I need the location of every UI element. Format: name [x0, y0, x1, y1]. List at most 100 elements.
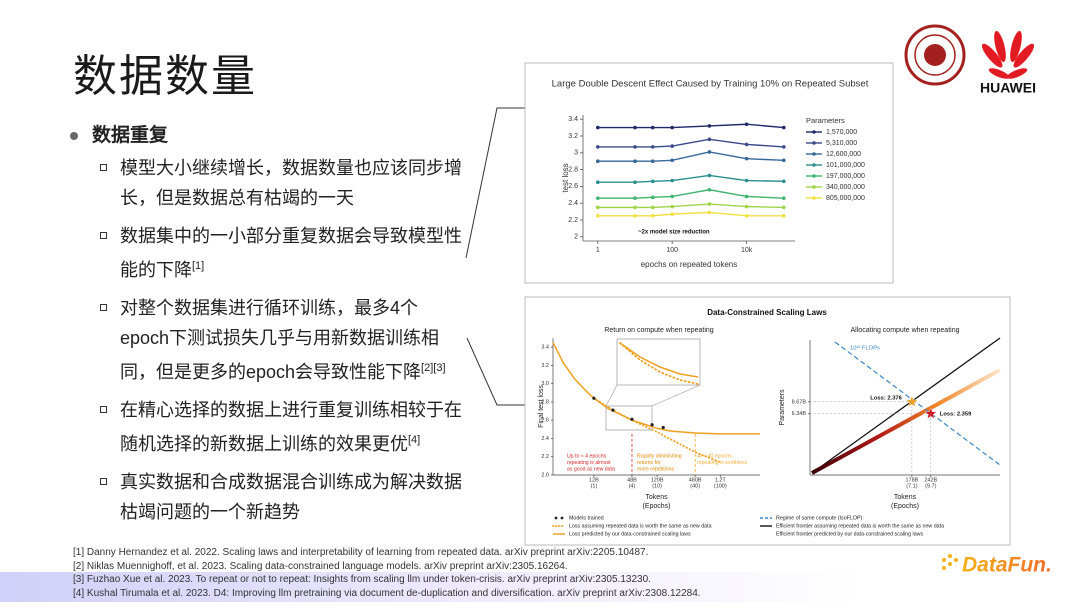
- bullet-square: [100, 406, 107, 413]
- data-point: [650, 205, 655, 210]
- slide-title: 数据数量: [73, 52, 257, 101]
- connector: [465, 107, 525, 259]
- zoom-connector: [651, 384, 701, 407]
- data-point: [670, 212, 675, 216]
- x-tick-label: 1.2T: [715, 477, 727, 483]
- legend-label: 12,600,000: [826, 151, 861, 158]
- y-axis-label: Final test loss: [538, 385, 545, 428]
- section-heading: 数据重复: [70, 120, 168, 147]
- legend-label: 1,570,000: [826, 129, 857, 136]
- isoflop-label: 10²² FLOPs: [850, 346, 880, 352]
- isoflop-line: [834, 341, 1001, 466]
- data-point: [670, 204, 675, 209]
- data-point: [611, 408, 615, 412]
- connector: [466, 337, 525, 406]
- data-point: [633, 145, 637, 149]
- x-tick-label: 242B: [924, 477, 937, 483]
- data-point: [744, 156, 749, 161]
- legend-label: Loss assuming repeated data is worth the…: [569, 523, 712, 529]
- data-point: [633, 180, 637, 184]
- legend-marker: [812, 185, 816, 189]
- references: [1] Danny Hernandez et al. 2022. Scaling…: [73, 546, 701, 600]
- data-point: [782, 125, 786, 130]
- reference: [2] Niklas Muennighoff, et al. 2023. Sca…: [73, 560, 568, 572]
- legend-label: Regime of same compute (IsoFLOP): [776, 515, 862, 521]
- data-point: [707, 210, 712, 215]
- figure-frame: [524, 62, 894, 284]
- data-point: [633, 214, 637, 218]
- data-point: [670, 144, 675, 148]
- legend-label: Efficient frontier assuming repeated dat…: [776, 523, 944, 529]
- y-axis-label: Parameters: [779, 389, 786, 426]
- data-point: [782, 179, 786, 184]
- legend-marker: [812, 152, 816, 156]
- data-point: [782, 214, 786, 218]
- data-point: [596, 205, 600, 210]
- legend-marker: [812, 130, 816, 134]
- bullet-item: 数据集中的一小部分重复数据会导致模型性能的下降[1]: [100, 221, 465, 285]
- x-tick-epochs: (100): [714, 483, 727, 489]
- y-tick-label: 2.2: [568, 217, 578, 224]
- x-tick-epochs: (10): [652, 483, 662, 489]
- data-point: [670, 158, 675, 163]
- figure-title: Data-Constrained Scaling Laws: [707, 308, 827, 317]
- reference: [3] Fuzhao Xue et al. 2023. To repeat or…: [73, 574, 651, 586]
- x-tick-epochs: (40): [690, 483, 700, 489]
- university-seal: [904, 24, 966, 86]
- data-point: [670, 125, 675, 130]
- legend-title: Parameters: [806, 116, 845, 125]
- heading-text: 数据重复: [92, 125, 169, 146]
- legend-marker: [554, 516, 558, 520]
- data-point: [744, 214, 749, 218]
- x-tick-label: 48B: [627, 477, 637, 483]
- x-tick-label: 1: [596, 247, 600, 254]
- frontier-gradient: [811, 368, 1001, 475]
- data-point: [782, 205, 786, 210]
- figure-title: Large Double Descent Effect Caused by Tr…: [552, 79, 869, 90]
- reference-band: [0, 572, 860, 602]
- bullet-square: [100, 478, 107, 485]
- legend-label: 101,000,000: [826, 162, 865, 169]
- data-point: [633, 196, 637, 200]
- data-point: [592, 396, 596, 400]
- x-axis-label-sub: (Epochs): [891, 503, 919, 510]
- data-point: [650, 125, 655, 130]
- data-point: [596, 180, 600, 184]
- x-tick-label: 480B: [689, 477, 702, 483]
- zoom-region: [605, 405, 653, 431]
- data-point: [596, 196, 600, 200]
- inset-curve: [619, 342, 699, 385]
- x-tick-label: 120B: [651, 477, 664, 483]
- y-tick-label: 2.4: [568, 200, 578, 207]
- x-tick-label: 178B: [905, 477, 918, 483]
- data-point: [670, 178, 675, 183]
- y-tick-label: 2: [574, 234, 578, 241]
- bullet-item: 模型大小继续增长，数据数量也应该同步增长，但是数据总有枯竭的一天: [100, 153, 465, 213]
- citation: [2][3]: [421, 362, 446, 374]
- item-text: 真实数据和合成数据混合训练成为解决数据枯竭问题的一个新趋势: [120, 472, 462, 522]
- y-tick-label: 3.2: [568, 133, 578, 140]
- legend-label: Efficient frontier predicted by our data…: [776, 531, 923, 537]
- data-point: [650, 423, 654, 427]
- legend-label: Loss predicted by our data-constrained s…: [569, 531, 691, 537]
- legend-marker: [812, 141, 816, 145]
- legend-marker: [812, 163, 816, 167]
- x-tick-epochs: (9.7): [925, 483, 936, 489]
- x-axis-label: epochs on repeated tokens: [641, 260, 738, 269]
- data-point: [630, 417, 634, 421]
- bullet-item: 对整个数据集进行循环训练，最多4个epoch下测试损失几乎与用新数据训练相同，但…: [100, 293, 465, 387]
- data-point: [650, 159, 655, 163]
- x-axis-label: Tokens: [894, 494, 917, 501]
- data-point: [633, 125, 637, 130]
- y-tick-label: 3: [574, 150, 578, 157]
- y-tick-label: 3.0: [541, 381, 549, 387]
- region-note: Rapidly diminishing: [637, 453, 682, 459]
- x-axis-label: Tokens: [645, 494, 668, 501]
- data-point: [744, 194, 749, 199]
- reference: [1] Danny Hernandez et al. 2022. Scaling…: [73, 547, 649, 558]
- data-point: [707, 150, 712, 154]
- legend-marker: [812, 196, 816, 200]
- y-tick-label: 3.4: [541, 345, 549, 351]
- legend-marker: [560, 516, 564, 520]
